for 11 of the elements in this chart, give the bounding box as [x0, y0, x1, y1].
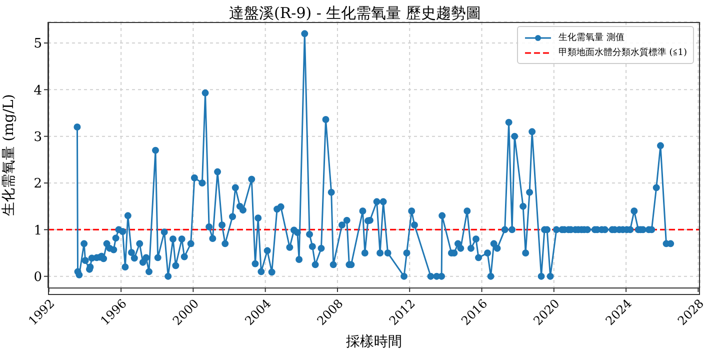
y-tick-label: 5 — [34, 36, 42, 52]
legend-label: 甲類地面水體分類水質標準 (≦1) — [558, 46, 687, 59]
y-tick-label: 4 — [34, 83, 42, 98]
y-tick-label: 1 — [34, 223, 42, 238]
y-tick-label: 3 — [34, 130, 42, 145]
y-tick-label: 0 — [34, 270, 42, 285]
x-axis-title: 採樣時間 — [346, 334, 402, 350]
chart-title: 達盤溪(R-9) - 生化需氧量 歷史趨勢圖 — [228, 4, 482, 23]
y-axis-title: 生化需氧量 (mg/L) — [0, 94, 17, 216]
legend-label: 生化需氧量 測值 — [558, 32, 624, 44]
y-tick-label: 2 — [34, 176, 42, 192]
